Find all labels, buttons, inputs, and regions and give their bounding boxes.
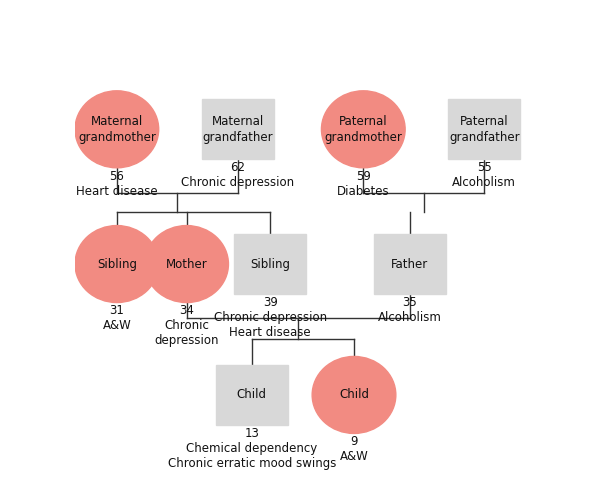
Text: 56
Heart disease: 56 Heart disease [76,170,158,198]
FancyBboxPatch shape [448,100,520,159]
Text: Child: Child [236,388,266,402]
Ellipse shape [145,226,229,302]
FancyBboxPatch shape [215,365,288,425]
Text: Paternal
grandfather: Paternal grandfather [449,115,520,144]
FancyBboxPatch shape [202,100,274,159]
Text: 62
Chronic depression: 62 Chronic depression [181,161,295,189]
Text: Maternal
grandmother: Maternal grandmother [78,115,156,144]
Text: Sibling: Sibling [97,258,137,270]
Text: Sibling: Sibling [250,258,290,270]
Text: Mother: Mother [166,258,208,270]
Text: 59
Diabetes: 59 Diabetes [337,170,389,198]
Text: 9
A&W: 9 A&W [340,436,368,464]
Ellipse shape [322,91,405,168]
Text: Maternal
grandfather: Maternal grandfather [202,115,273,144]
Ellipse shape [312,356,396,434]
Text: 39
Chronic depression
Heart disease: 39 Chronic depression Heart disease [214,296,327,339]
Text: 31
A&W: 31 A&W [103,304,131,332]
FancyBboxPatch shape [234,234,307,294]
Text: 34
Chronic
depression: 34 Chronic depression [154,304,219,348]
Text: 55
Alcoholism: 55 Alcoholism [452,161,516,189]
Text: Child: Child [339,388,369,402]
Ellipse shape [75,226,158,302]
Text: 13
Chemical dependency
Chronic erratic mood swings: 13 Chemical dependency Chronic erratic m… [167,426,336,470]
Ellipse shape [75,91,158,168]
Text: Paternal
grandmother: Paternal grandmother [325,115,402,144]
FancyBboxPatch shape [374,234,446,294]
Text: 35
Alcoholism: 35 Alcoholism [378,296,442,324]
Text: Father: Father [391,258,428,270]
